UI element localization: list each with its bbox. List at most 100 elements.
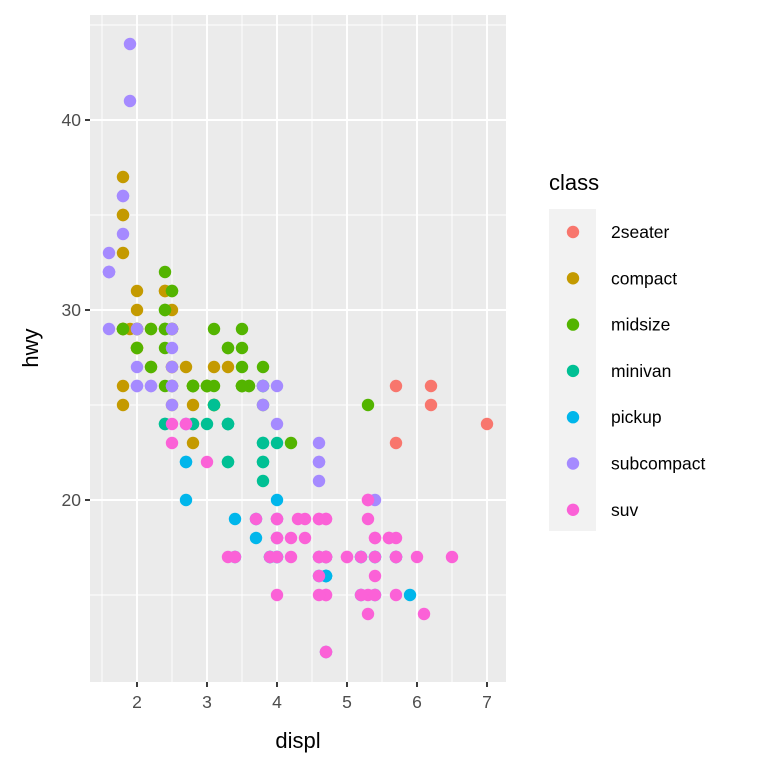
data-point-suv [165, 436, 179, 450]
data-point-minivan [200, 417, 214, 431]
data-point-2seater [424, 398, 438, 412]
data-point-compact [116, 398, 130, 412]
x-tick-label: 3 [202, 692, 212, 712]
y-tick-label: 40 [62, 110, 82, 130]
data-point-midsize [158, 303, 172, 317]
data-point-subcompact [144, 379, 158, 393]
data-point-suv [368, 531, 382, 545]
data-point-suv [445, 550, 459, 564]
legend: class 2seater compact midsize minivan pickup… [549, 170, 705, 531]
legend-key-compact [566, 272, 580, 285]
data-point-subcompact [130, 360, 144, 374]
data-point-compact [207, 360, 221, 374]
data-point-suv [284, 531, 298, 545]
data-point-midsize [144, 360, 158, 374]
data-point-suv [368, 569, 382, 583]
data-point-suv [354, 588, 368, 602]
data-points [102, 37, 494, 659]
data-point-suv [228, 550, 242, 564]
data-point-midsize [116, 322, 130, 336]
data-point-suv [319, 512, 333, 526]
data-point-subcompact [165, 341, 179, 355]
x-axis-title: displ [275, 728, 320, 753]
data-point-minivan [256, 455, 270, 469]
data-point-suv [382, 531, 396, 545]
data-point-midsize [144, 322, 158, 336]
data-point-pickup [403, 588, 417, 602]
legend-key-minivan [566, 364, 580, 378]
data-point-midsize [158, 265, 172, 279]
y-axis-title: hwy [18, 328, 43, 367]
legend-label-minivan: minivan [611, 361, 671, 381]
data-point-subcompact [312, 474, 326, 488]
data-point-pickup [228, 512, 242, 526]
data-point-suv [410, 550, 424, 564]
data-point-subcompact [130, 322, 144, 336]
legend-key-pickup [566, 411, 580, 424]
data-point-suv [200, 455, 214, 469]
data-point-suv [270, 550, 284, 564]
legend-key-midsize [566, 318, 580, 331]
data-point-subcompact [116, 189, 130, 203]
data-point-compact [130, 284, 144, 298]
data-point-subcompact [123, 94, 137, 108]
data-point-suv [312, 569, 326, 583]
data-point-suv [417, 607, 431, 621]
data-point-pickup [179, 493, 193, 507]
legend-title: class [549, 170, 599, 195]
data-point-compact [186, 398, 200, 412]
data-point-suv [389, 550, 403, 564]
data-point-compact [116, 379, 130, 393]
data-point-subcompact [123, 37, 137, 51]
data-point-midsize [200, 379, 214, 393]
data-point-suv [361, 493, 375, 507]
data-point-midsize [165, 284, 179, 298]
legend-label-pickup: pickup [611, 407, 662, 427]
data-point-minivan [221, 455, 235, 469]
data-point-suv [361, 512, 375, 526]
data-point-suv [284, 550, 298, 564]
legend-label-subcompact: subcompact [611, 454, 705, 474]
data-point-subcompact [165, 360, 179, 374]
data-point-compact [116, 208, 130, 222]
data-point-suv [270, 512, 284, 526]
data-point-midsize [235, 341, 249, 355]
data-point-suv [354, 550, 368, 564]
data-point-midsize [186, 379, 200, 393]
data-point-pickup [249, 531, 263, 545]
data-point-midsize [361, 398, 375, 412]
y-tick-label: 20 [62, 490, 82, 510]
data-point-minivan [270, 436, 284, 450]
data-point-suv [312, 588, 326, 602]
data-point-midsize [221, 341, 235, 355]
data-point-suv [270, 531, 284, 545]
data-point-pickup [270, 493, 284, 507]
data-point-compact [116, 170, 130, 184]
legend-label-compact: compact [611, 268, 677, 288]
y-axis: 20 30 40 [62, 110, 90, 510]
data-point-subcompact [270, 379, 284, 393]
data-point-midsize [256, 360, 270, 374]
data-point-suv [368, 588, 382, 602]
data-point-2seater [480, 417, 494, 431]
data-point-subcompact [312, 436, 326, 450]
x-tick-label: 5 [342, 692, 352, 712]
data-point-subcompact [102, 265, 116, 279]
data-point-2seater [424, 379, 438, 393]
plot-panel [90, 15, 506, 682]
data-point-compact [130, 303, 144, 317]
data-point-suv [179, 417, 193, 431]
data-point-subcompact [270, 417, 284, 431]
legend-key-suv [566, 503, 580, 516]
data-point-subcompact [102, 322, 116, 336]
x-tick-label: 2 [132, 692, 142, 712]
data-point-suv [298, 531, 312, 545]
x-axis: 2 3 4 5 6 7 [132, 682, 492, 712]
x-tick-label: 6 [412, 692, 422, 712]
legend-key-2seater [566, 225, 580, 239]
data-point-subcompact [165, 322, 179, 336]
data-point-subcompact [130, 379, 144, 393]
y-tick-label: 30 [62, 300, 82, 320]
data-point-subcompact [256, 398, 270, 412]
